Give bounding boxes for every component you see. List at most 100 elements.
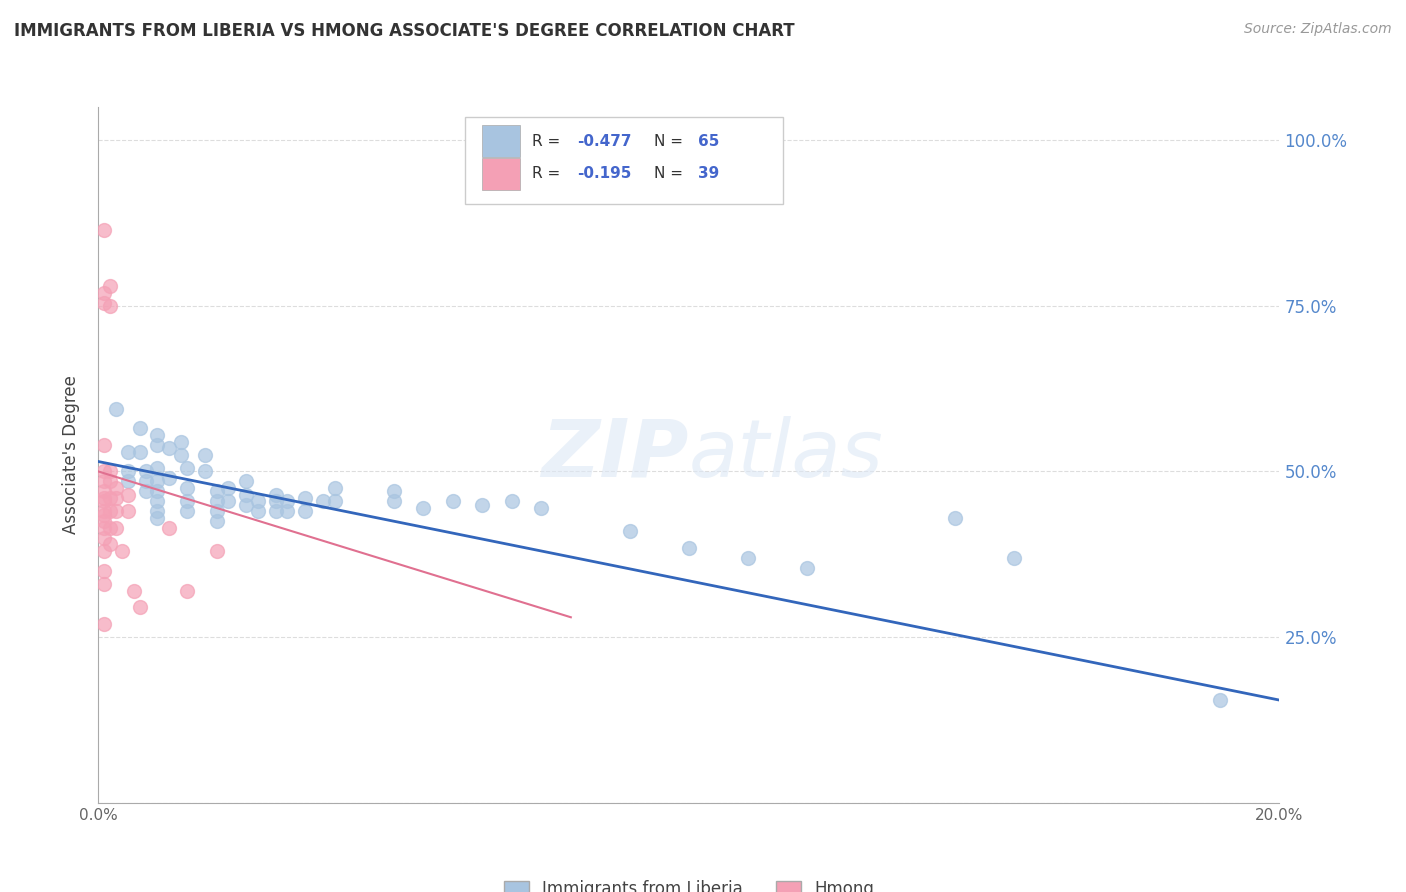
Point: [93, 616, 115, 631]
Point: [93, 438, 115, 452]
Point: [98, 537, 121, 551]
Point: [105, 491, 128, 505]
Point: [128, 421, 150, 435]
Point: [235, 475, 257, 489]
Point: [146, 461, 169, 475]
Point: [205, 484, 228, 499]
Point: [294, 504, 316, 518]
Point: [135, 465, 157, 479]
Point: [246, 504, 269, 518]
Point: [323, 494, 346, 508]
Text: R =: R =: [531, 134, 565, 149]
FancyBboxPatch shape: [482, 125, 520, 157]
Text: -0.477: -0.477: [576, 134, 631, 149]
Point: [93, 521, 115, 535]
Point: [264, 494, 287, 508]
Point: [176, 461, 198, 475]
Point: [93, 491, 115, 505]
Point: [157, 521, 180, 535]
Point: [105, 481, 128, 495]
Point: [98, 504, 121, 518]
Point: [205, 514, 228, 528]
Point: [796, 560, 818, 574]
Y-axis label: Associate's Degree: Associate's Degree: [62, 376, 80, 534]
Point: [264, 504, 287, 518]
Point: [93, 577, 115, 591]
Point: [501, 494, 523, 508]
Text: R =: R =: [531, 166, 565, 181]
Point: [176, 504, 198, 518]
Point: [146, 475, 169, 489]
Point: [98, 521, 121, 535]
Point: [217, 494, 239, 508]
Point: [194, 465, 217, 479]
Point: [530, 500, 553, 515]
Point: [176, 583, 198, 598]
Point: [93, 222, 115, 236]
Point: [128, 444, 150, 458]
Point: [105, 504, 128, 518]
Text: -0.195: -0.195: [576, 166, 631, 181]
Point: [294, 491, 316, 505]
Point: [1209, 693, 1232, 707]
Text: Source: ZipAtlas.com: Source: ZipAtlas.com: [1244, 22, 1392, 37]
Point: [93, 504, 115, 518]
Legend: Immigrants from Liberia, Hmong: Immigrants from Liberia, Hmong: [496, 874, 882, 892]
Point: [93, 285, 115, 300]
Text: N =: N =: [654, 134, 688, 149]
Point: [117, 465, 139, 479]
Point: [323, 481, 346, 495]
Point: [93, 475, 115, 489]
Point: [93, 544, 115, 558]
Point: [98, 491, 121, 505]
Point: [412, 500, 434, 515]
Point: [276, 494, 298, 508]
Point: [117, 475, 139, 489]
Point: [737, 550, 759, 565]
Point: [98, 465, 121, 479]
Point: [382, 484, 405, 499]
Point: [93, 494, 115, 508]
Point: [235, 498, 257, 512]
Text: ZIP: ZIP: [541, 416, 689, 494]
Point: [441, 494, 464, 508]
Point: [205, 544, 228, 558]
Point: [312, 494, 335, 508]
Point: [170, 448, 193, 462]
Point: [205, 494, 228, 508]
Text: 65: 65: [699, 134, 720, 149]
Point: [146, 428, 169, 442]
Text: IMMIGRANTS FROM LIBERIA VS HMONG ASSOCIATE'S DEGREE CORRELATION CHART: IMMIGRANTS FROM LIBERIA VS HMONG ASSOCIA…: [14, 22, 794, 40]
Point: [146, 438, 169, 452]
Point: [205, 504, 228, 518]
Point: [93, 564, 115, 578]
Point: [135, 475, 157, 489]
Point: [471, 498, 494, 512]
Point: [135, 484, 157, 499]
Point: [157, 442, 180, 456]
Point: [943, 511, 966, 525]
Point: [194, 448, 217, 462]
Point: [117, 488, 139, 502]
Point: [157, 471, 180, 485]
Point: [117, 444, 139, 458]
Point: [105, 521, 128, 535]
Point: [93, 295, 115, 310]
Point: [146, 484, 169, 499]
Point: [93, 531, 115, 545]
Point: [93, 508, 115, 522]
Point: [170, 434, 193, 449]
Point: [93, 484, 115, 499]
Point: [619, 524, 641, 538]
Point: [217, 481, 239, 495]
Text: atlas: atlas: [689, 416, 884, 494]
Point: [146, 511, 169, 525]
Point: [176, 481, 198, 495]
Point: [264, 488, 287, 502]
Point: [246, 494, 269, 508]
Point: [176, 494, 198, 508]
Point: [122, 583, 145, 598]
Point: [1002, 550, 1025, 565]
Text: 39: 39: [699, 166, 720, 181]
Point: [98, 279, 121, 293]
